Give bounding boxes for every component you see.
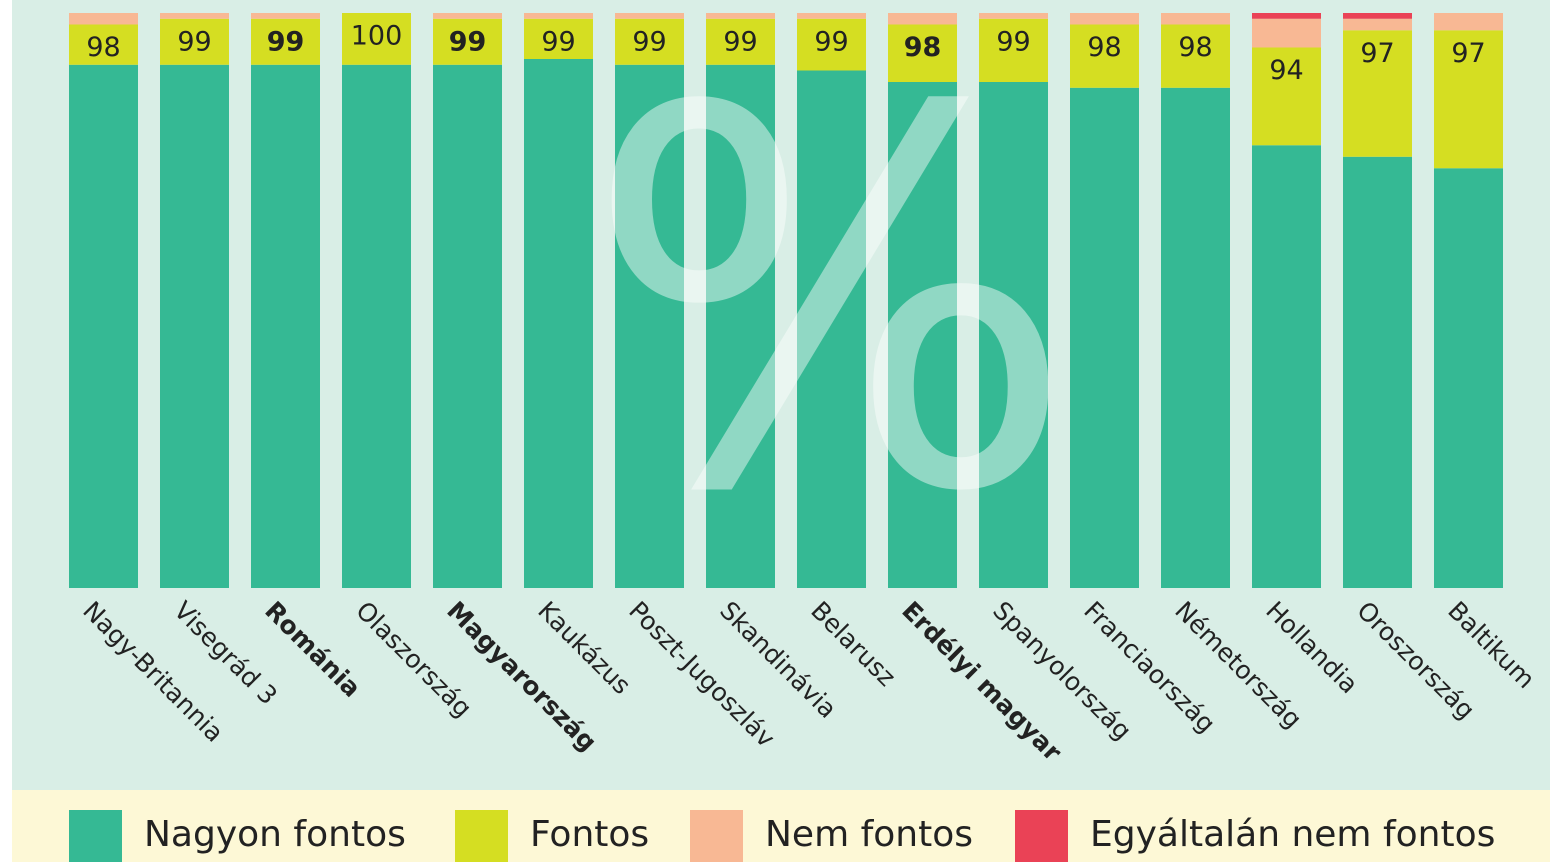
value-label: 98 [86,32,120,63]
bar-segment [1252,19,1321,48]
bar-segment [1161,13,1230,25]
value-label: 99 [723,26,757,57]
value-label: 98 [904,32,942,63]
legend-label: Nagyon fontos [144,814,406,855]
bar-segment [251,13,320,19]
legend-label: Fontos [530,814,649,855]
bar-segment [1252,145,1321,588]
value-label: 99 [177,26,211,57]
value-label: 99 [541,26,575,57]
value-label: 99 [449,26,487,57]
chart: % 98Nagy-Britannia99Visegrád 399Románia1… [0,0,1550,862]
bar-segment [433,13,502,19]
legend-swatch [455,810,508,862]
legend-label: Nem fontos [765,814,973,855]
value-label: 94 [1269,55,1303,86]
bar-segment [160,65,229,588]
bar-segment [433,65,502,588]
value-label: 97 [1451,38,1485,69]
value-label: 99 [267,26,305,57]
bar-segment [160,13,229,19]
bar-segment [1343,13,1412,19]
bar-segment [1343,19,1412,31]
legend-label: Egyáltalán nem fontos [1090,814,1495,855]
bar-segment [1161,88,1230,588]
legend-swatch [69,810,122,862]
value-label: 99 [814,26,848,57]
bar-segment [1434,13,1503,30]
legend-swatch [690,810,743,862]
value-label: 99 [632,26,666,57]
value-label: 99 [996,26,1030,57]
bar-segment [69,13,138,25]
bar-segment [69,65,138,588]
value-label: 98 [1087,32,1121,63]
watermark: % [583,0,1077,605]
bar-segment [1434,168,1503,588]
legend-swatch [1015,810,1068,862]
value-label: 98 [1178,32,1212,63]
bar-segment [1343,157,1412,588]
bar-segment [251,65,320,588]
bar-segment [342,65,411,588]
value-label: 100 [351,21,403,52]
bar-segment [1252,13,1321,19]
value-label: 97 [1360,38,1394,69]
bar-segment [1070,13,1139,25]
bar-segment [1070,88,1139,588]
